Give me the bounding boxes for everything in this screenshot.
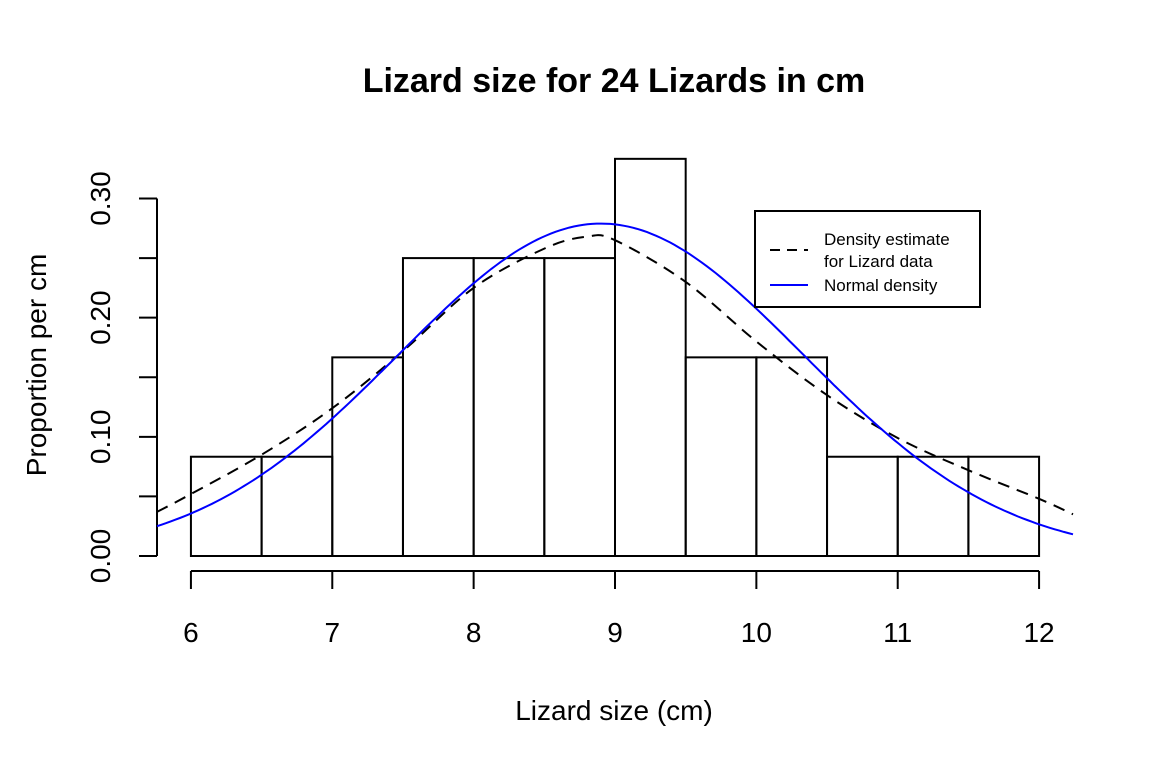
histogram-bar — [684, 356, 758, 557]
y-axis: 0.00 0.10 0.20 0.30 — [85, 171, 158, 584]
x-tick-label: 6 — [183, 617, 199, 648]
y-tick-label: 0.00 — [85, 529, 116, 584]
histogram-bar — [331, 356, 404, 557]
normal-density-line — [156, 222, 1074, 536]
y-tick-label: 0.30 — [85, 171, 116, 226]
legend-label-density-estimate-line2: for Lizard data — [824, 252, 933, 271]
density-estimate-line — [156, 234, 1074, 516]
histogram-bar — [260, 455, 334, 557]
y-tick-label: 0.20 — [85, 290, 116, 345]
x-axis-label: Lizard size (cm) — [515, 695, 713, 726]
x-axis: 6 7 8 9 10 11 12 — [183, 570, 1055, 648]
histogram-bar — [896, 455, 970, 557]
histogram-bar — [755, 356, 829, 557]
histogram-bar — [614, 157, 687, 557]
histogram-bars — [189, 157, 1041, 557]
x-tick-label: 10 — [741, 617, 772, 648]
legend-box — [754, 210, 981, 308]
legend-label-density-estimate: Density estimate — [824, 230, 950, 249]
histogram-bar — [543, 257, 616, 557]
histogram-bar — [826, 455, 899, 557]
density-curves — [156, 222, 1074, 536]
histogram-bar — [472, 257, 546, 557]
chart-title: Lizard size for 24 Lizards in cm — [363, 62, 866, 100]
x-tick-label: 7 — [324, 617, 340, 648]
x-tick-label: 8 — [466, 617, 482, 648]
histogram-bar — [189, 455, 263, 557]
x-tick-label: 9 — [607, 617, 623, 648]
legend-label-normal-density: Normal density — [824, 276, 938, 295]
histogram-bar — [401, 257, 475, 557]
y-axis-label: Proportion per cm — [21, 254, 52, 477]
x-tick-label: 11 — [883, 617, 912, 648]
y-tick-label: 0.10 — [85, 410, 116, 465]
legend: Density estimate for Lizard data Normal de… — [754, 210, 981, 308]
x-tick-label: 12 — [1023, 617, 1054, 648]
histogram-bar — [967, 455, 1041, 557]
